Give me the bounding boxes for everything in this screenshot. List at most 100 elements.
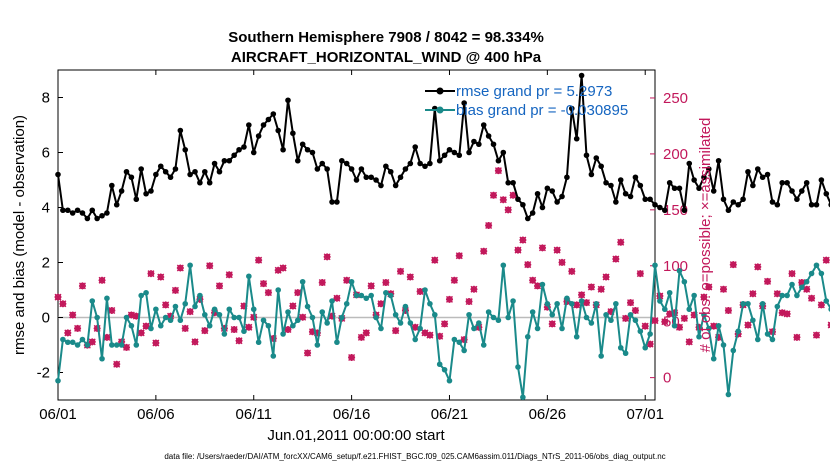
x-axis-label: Jun.01,2011 00:00:00 start (267, 427, 445, 444)
bias-point (79, 336, 86, 343)
bias-point (451, 336, 458, 343)
bias-point (397, 320, 404, 326)
obs-assimilated-marker (817, 301, 825, 309)
bias-point (529, 309, 536, 315)
rmse-point (89, 207, 96, 214)
rmse-point (343, 160, 350, 167)
obs-assimilated-marker (431, 256, 439, 264)
plot-area (57, 69, 656, 401)
bias-point (730, 347, 737, 354)
rmse-point (789, 188, 795, 194)
rmse-point (402, 166, 409, 172)
bias-point (666, 289, 673, 296)
obs-assimilated-marker (157, 273, 165, 281)
bias-point (456, 339, 463, 346)
rmse-point (363, 174, 370, 181)
obs-assimilated-marker (646, 340, 654, 348)
bias-point (505, 314, 511, 321)
obs-assimilated-marker (465, 298, 473, 306)
rmse-point (123, 168, 130, 175)
obs-assimilated-marker (685, 338, 693, 346)
bias-point (593, 300, 600, 307)
bias-point (290, 322, 296, 329)
rmse-point (774, 201, 781, 208)
bias-point (613, 300, 619, 307)
obs-assimilated-marker (88, 338, 96, 346)
rmse-point (309, 149, 316, 156)
bias-point (725, 391, 732, 398)
bias-point (598, 353, 604, 359)
rmse-point (231, 152, 237, 159)
rmse-point (451, 149, 458, 156)
bias-point (422, 287, 428, 293)
rmse-point (617, 177, 624, 183)
rmse-point (383, 163, 389, 170)
rmse-point (329, 199, 335, 205)
rmse-point (799, 188, 805, 194)
bias-point (490, 314, 497, 321)
rmse-point (339, 157, 345, 164)
bias-point (671, 322, 678, 329)
obs-assimilated-marker (617, 238, 625, 246)
chart-title-line2: AIRCRAFT_HORIZONTAL_WIND @ 400 hPa (231, 49, 542, 66)
obs-assimilated-marker (176, 264, 184, 272)
obs-assimilated-marker (524, 261, 532, 269)
obs-assimilated-marker (470, 285, 478, 293)
obs-assimilated-marker (450, 276, 458, 284)
bias-point (128, 322, 135, 329)
bias-point (431, 311, 438, 318)
obs-assimilated-marker (519, 236, 527, 244)
obs-assimilated-marker (397, 267, 405, 275)
rmse-point (583, 152, 590, 159)
rmse-point (823, 190, 830, 197)
obs-assimilated-marker (754, 263, 762, 271)
bias-point (84, 342, 91, 348)
bias-point (118, 342, 125, 348)
bias-point (818, 270, 825, 277)
obs-assimilated-marker (812, 331, 820, 339)
bias-point (407, 320, 414, 326)
bias-point (735, 328, 741, 335)
rmse-point (417, 160, 423, 167)
obs-assimilated-marker (612, 255, 620, 263)
bias-point (162, 314, 169, 321)
obs-assimilated-marker (597, 285, 605, 293)
bias-point (153, 306, 159, 313)
rmse-point (64, 207, 71, 214)
rmse-point (794, 196, 800, 203)
rmse-point (427, 160, 433, 167)
obs-assimilated-marker (553, 246, 561, 254)
obs-assimilated-marker (695, 323, 703, 331)
obs-assimilated-marker (793, 333, 801, 341)
obs-assimilated-marker (152, 339, 160, 347)
y-axis-label-right: # of obs: o=possible; ×=assimilated (697, 118, 714, 353)
rmse-point (153, 171, 159, 178)
bias-point (436, 361, 443, 368)
obs-assimilated-marker (768, 328, 776, 336)
obs-assimilated-marker (93, 324, 101, 332)
bias-point (319, 309, 326, 315)
y-right-tick-label: 150 (663, 202, 688, 219)
rmse-point (304, 146, 311, 153)
bias-point (515, 364, 521, 370)
obs-assimilated-marker (499, 196, 507, 204)
bias-point (402, 303, 409, 310)
obs-assimilated-marker (641, 322, 649, 330)
bias-point (392, 311, 399, 318)
obs-assimilated-marker (127, 311, 135, 319)
obs-assimilated-marker (421, 329, 429, 337)
obs-assimilated-marker (622, 314, 630, 322)
bias-point (167, 317, 174, 324)
y-left-tick-label: 2 (42, 255, 50, 272)
obs-assimilated-marker (538, 244, 546, 252)
bias-point (177, 317, 184, 324)
rmse-point (255, 133, 262, 139)
rmse-point (211, 160, 218, 167)
obs-assimilated-marker (264, 289, 272, 297)
bias-point (260, 317, 267, 324)
obs-assimilated-marker (59, 300, 67, 308)
obs-assimilated-marker (333, 294, 341, 302)
bias-point (334, 339, 340, 346)
obs-assimilated-marker (788, 270, 796, 278)
bias-point (69, 339, 76, 346)
